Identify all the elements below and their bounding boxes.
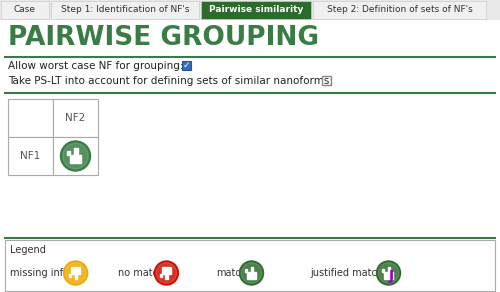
Bar — [0, 0, 500, 20]
Polygon shape — [162, 267, 171, 279]
Bar — [8, 137, 53, 175]
Circle shape — [156, 263, 176, 283]
Bar — [313, 1, 486, 19]
Bar — [182, 61, 191, 70]
Text: justified match: justified match — [310, 268, 383, 278]
Bar — [5, 240, 495, 291]
Polygon shape — [71, 267, 80, 279]
Text: missing info: missing info — [10, 268, 69, 278]
Polygon shape — [382, 269, 384, 272]
Text: Step 2: Definition of sets of NF's: Step 2: Definition of sets of NF's — [326, 6, 472, 15]
Bar — [201, 1, 311, 19]
Circle shape — [378, 263, 398, 283]
Text: NF2: NF2 — [66, 113, 86, 123]
Text: Allow worst case NF for grouping:: Allow worst case NF for grouping: — [8, 61, 184, 71]
Bar — [51, 1, 199, 19]
Bar — [8, 99, 53, 137]
Text: match: match — [216, 268, 247, 278]
Text: J: J — [388, 269, 394, 283]
Circle shape — [242, 263, 262, 283]
Polygon shape — [68, 151, 70, 155]
Text: no match: no match — [118, 268, 164, 278]
Circle shape — [60, 141, 90, 171]
Circle shape — [66, 263, 86, 283]
Bar — [53, 137, 98, 175]
Bar — [322, 76, 331, 85]
Circle shape — [63, 143, 88, 169]
Text: PAIRWISE GROUPING: PAIRWISE GROUPING — [8, 25, 319, 51]
Polygon shape — [247, 267, 256, 279]
Polygon shape — [70, 148, 82, 163]
Circle shape — [376, 261, 400, 285]
Bar — [53, 99, 98, 137]
Polygon shape — [160, 274, 162, 277]
Polygon shape — [384, 267, 393, 279]
Bar — [1, 1, 49, 19]
Text: Legend: Legend — [10, 245, 46, 255]
Text: Take PS-LT into account for defining sets of similar nanoforms:: Take PS-LT into account for defining set… — [8, 76, 333, 86]
Text: Case: Case — [14, 6, 36, 15]
Text: NF1: NF1 — [20, 151, 40, 161]
Text: ✓: ✓ — [183, 61, 190, 70]
Text: Pairwise similarity: Pairwise similarity — [209, 6, 303, 15]
Circle shape — [240, 261, 264, 285]
Circle shape — [154, 261, 178, 285]
Circle shape — [64, 261, 88, 285]
Polygon shape — [69, 274, 71, 277]
Polygon shape — [245, 269, 247, 272]
Text: Step 1: Identification of NF's: Step 1: Identification of NF's — [61, 6, 189, 15]
